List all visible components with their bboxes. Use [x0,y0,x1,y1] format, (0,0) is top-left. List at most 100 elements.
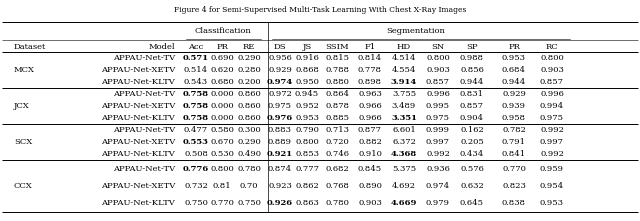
Text: Acc: Acc [188,43,204,51]
Text: 4.368: 4.368 [391,150,417,158]
Text: 0.972: 0.972 [268,90,292,98]
Text: 0.853: 0.853 [295,150,319,158]
Text: 0.945: 0.945 [295,90,319,98]
Text: 0.81: 0.81 [212,182,231,190]
Text: 0.856: 0.856 [460,66,484,74]
Text: 0.780: 0.780 [237,165,261,173]
Text: 0.814: 0.814 [358,54,382,62]
Text: 0.690: 0.690 [210,54,234,62]
Text: 0.620: 0.620 [210,66,234,74]
Text: 0.000: 0.000 [210,90,234,98]
Text: 0.923: 0.923 [268,182,292,190]
Text: 0.857: 0.857 [540,78,564,86]
Text: 0.000: 0.000 [210,114,234,122]
Text: 0.936: 0.936 [426,165,450,173]
Text: 0.280: 0.280 [237,66,261,74]
Text: 6.372: 6.372 [392,138,416,146]
Text: 0.953: 0.953 [540,199,564,207]
Text: 0.720: 0.720 [325,138,349,146]
Text: 0.926: 0.926 [267,199,293,207]
Text: 0.746: 0.746 [325,150,349,158]
Text: 0.966: 0.966 [358,102,382,110]
Text: 0.553: 0.553 [183,138,209,146]
Text: 0.200: 0.200 [237,78,261,86]
Text: 0.952: 0.952 [295,102,319,110]
Text: 0.732: 0.732 [184,182,208,190]
Text: 0.490: 0.490 [237,150,261,158]
Text: 0.290: 0.290 [237,138,261,146]
Text: 0.815: 0.815 [325,54,349,62]
Text: 0.878: 0.878 [325,102,349,110]
Text: 0.975: 0.975 [540,114,564,122]
Text: 4.669: 4.669 [391,199,417,207]
Text: 0.903: 0.903 [540,66,564,74]
Text: APPAU-Net-TV: APPAU-Net-TV [113,165,175,173]
Text: 0.958: 0.958 [502,114,526,122]
Text: 0.776: 0.776 [183,165,209,173]
Text: 0.999: 0.999 [426,126,450,134]
Text: 0.770: 0.770 [502,165,526,173]
Text: 4.554: 4.554 [392,66,416,74]
Text: 0.898: 0.898 [358,78,382,86]
Text: JS: JS [302,43,312,51]
Text: 0.996: 0.996 [426,90,450,98]
Text: 0.780: 0.780 [325,199,349,207]
Text: 0.864: 0.864 [325,90,349,98]
Text: 0.576: 0.576 [460,165,484,173]
Text: F1: F1 [364,43,376,51]
Text: 0.953: 0.953 [295,114,319,122]
Text: 0.860: 0.860 [237,102,261,110]
Text: 0.997: 0.997 [540,138,564,146]
Text: SP: SP [467,43,477,51]
Text: SSIM: SSIM [325,43,349,51]
Text: 3.755: 3.755 [392,90,416,98]
Text: Classification: Classification [194,27,251,35]
Text: 0.777: 0.777 [295,165,319,173]
Text: 0.860: 0.860 [237,114,261,122]
Text: 0.939: 0.939 [502,102,526,110]
Text: 0.845: 0.845 [358,165,382,173]
Text: 0.750: 0.750 [237,199,261,207]
Text: 0.632: 0.632 [460,182,484,190]
Text: 0.788: 0.788 [325,66,349,74]
Text: 0.682: 0.682 [325,165,349,173]
Text: 0.782: 0.782 [502,126,526,134]
Text: 0.790: 0.790 [295,126,319,134]
Text: 0.758: 0.758 [183,102,209,110]
Text: 0.995: 0.995 [426,102,450,110]
Text: 0.974: 0.974 [267,78,293,86]
Text: 0.997: 0.997 [426,138,450,146]
Text: 0.800: 0.800 [210,165,234,173]
Text: APPAU-Net-TV: APPAU-Net-TV [113,54,175,62]
Text: MCX: MCX [14,66,35,74]
Text: RE: RE [243,43,255,51]
Text: APPAU-Net-TV: APPAU-Net-TV [113,90,175,98]
Text: 0.929: 0.929 [502,90,526,98]
Text: 0.992: 0.992 [540,150,564,158]
Text: 0.974: 0.974 [426,182,450,190]
Text: 0.543: 0.543 [184,78,208,86]
Text: 0.882: 0.882 [358,138,382,146]
Text: 0.975: 0.975 [268,102,292,110]
Text: 0.979: 0.979 [426,199,450,207]
Text: PR: PR [508,43,520,51]
Text: 0.953: 0.953 [502,54,526,62]
Text: 0.514: 0.514 [184,66,208,74]
Text: 0.670: 0.670 [210,138,234,146]
Text: 0.992: 0.992 [540,126,564,134]
Text: RC: RC [546,43,558,51]
Text: 0.950: 0.950 [295,78,319,86]
Text: 0.791: 0.791 [502,138,526,146]
Text: 0.916: 0.916 [295,54,319,62]
Text: 0.944: 0.944 [502,78,526,86]
Text: 0.944: 0.944 [460,78,484,86]
Text: 0.580: 0.580 [210,126,234,134]
Text: 0.860: 0.860 [237,90,261,98]
Text: 0.530: 0.530 [210,150,234,158]
Text: APPAU-Net-KLTV: APPAU-Net-KLTV [101,114,175,122]
Text: 0.863: 0.863 [295,199,319,207]
Text: CCX: CCX [14,182,33,190]
Text: HD: HD [397,43,411,51]
Text: 0.956: 0.956 [268,54,292,62]
Text: 0.880: 0.880 [325,78,349,86]
